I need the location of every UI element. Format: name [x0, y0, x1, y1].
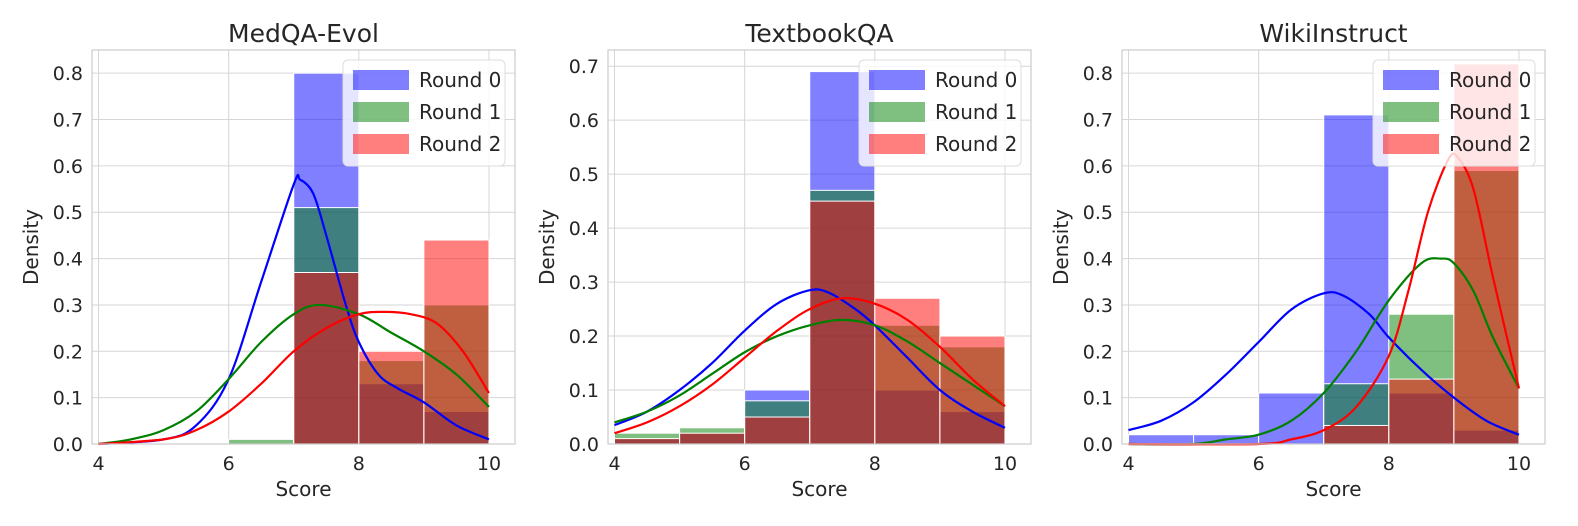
legend-swatch	[869, 70, 925, 90]
chart-panel-1: 4 6 8 10 0.0 0.1 0.2 0.3 0.4 0.5 0.6 0.7 TextbookQA S…	[535, 19, 1032, 501]
legend: Round 0 Round 1 Round 2	[342, 59, 506, 167]
legend-label: Round 1	[419, 100, 501, 124]
x-tick-label: 8	[1383, 453, 1395, 475]
kde-line-round-2	[1128, 152, 1521, 446]
hist-bar-round-2	[744, 416, 811, 445]
legend-label: Round 0	[1449, 68, 1531, 92]
kde-line-round-0	[1128, 291, 1520, 436]
y-tick-label: 0.0	[1083, 434, 1113, 456]
y-tick-label: 0.5	[569, 164, 599, 186]
x-tick-label: 4	[1122, 453, 1134, 475]
x-tick-label: 4	[92, 453, 104, 475]
kde-line-round-0	[98, 173, 490, 446]
x-axis-label: Score	[275, 477, 331, 501]
y-tick-label: 0.7	[569, 56, 599, 78]
y-tick-label: 0.8	[53, 63, 83, 85]
hist-bar-round-2	[1323, 424, 1390, 445]
x-tick-label: 6	[739, 453, 751, 475]
chart-panel-2: 4 6 8 10 0.0 0.1 0.2 0.3 0.4 0.5 0.6 0.7 0.8 WikiInst…	[1049, 19, 1546, 501]
x-tick-label: 8	[869, 453, 881, 475]
kde-line-round-1	[614, 318, 1006, 424]
kde-line-round-0	[614, 288, 1006, 429]
hist-bar-round-0	[1258, 392, 1325, 445]
hist-bar-round-1	[228, 438, 295, 445]
y-tick-label: 0.2	[569, 326, 599, 348]
hist-bar-round-2	[679, 432, 746, 445]
y-tick-label: 0.1	[53, 388, 83, 410]
kde-line-round-1	[1128, 257, 1520, 446]
y-tick-label: 0.2	[53, 341, 83, 363]
hist-bar-round-0	[1128, 434, 1195, 445]
plot-frame	[1121, 49, 1546, 445]
chart-panel-0: 4 6 8 10 0.0 0.1 0.2 0.3 0.4 0.5 0.6 0.7 0.8 MedQA-Ev…	[19, 19, 516, 501]
y-axis-label: Density	[535, 209, 559, 285]
y-tick-label: 0.4	[569, 218, 599, 240]
legend-label: Round 2	[419, 132, 501, 156]
y-tick-label: 0.5	[1083, 202, 1113, 224]
x-axis-label: Score	[1305, 477, 1361, 501]
x-tick-label: 10	[993, 453, 1017, 475]
x-axis-label: Score	[791, 477, 847, 501]
legend-swatch	[869, 102, 925, 122]
x-tick-label: 10	[477, 453, 501, 475]
y-tick-label: 0.0	[569, 434, 599, 456]
legend-label: Round 0	[419, 68, 501, 92]
hist-bar-round-2	[293, 271, 360, 445]
legend-swatch	[869, 134, 925, 154]
y-tick-label: 0.6	[1083, 156, 1113, 178]
legend-swatch	[1383, 70, 1439, 90]
y-tick-label: 0.3	[53, 295, 83, 317]
plot-frame	[91, 49, 516, 445]
legend: Round 0 Round 1 Round 2	[858, 59, 1022, 167]
y-tick-label: 0.2	[1083, 341, 1113, 363]
legend-swatch	[1383, 134, 1439, 154]
y-tick-label: 0.6	[569, 110, 599, 132]
x-tick-label: 10	[1507, 453, 1531, 475]
y-tick-label: 0.7	[53, 110, 83, 132]
legend-swatch	[353, 70, 409, 90]
kde-line-round-2	[98, 310, 490, 446]
legend-label: Round 1	[1449, 100, 1531, 124]
y-tick-label: 0.5	[53, 202, 83, 224]
chart-title: TextbookQA	[744, 19, 893, 48]
y-axis-label: Density	[19, 209, 43, 285]
legend-swatch	[353, 102, 409, 122]
legend-label: Round 1	[935, 100, 1017, 124]
chart-title: MedQA-Evol	[228, 19, 379, 48]
y-tick-label: 0.7	[1083, 110, 1113, 132]
hist-bar-round-2	[939, 335, 1006, 445]
hist-bar-round-2	[358, 350, 425, 445]
y-tick-label: 0.6	[53, 156, 83, 178]
x-tick-label: 8	[353, 453, 365, 475]
x-tick-label: 6	[1253, 453, 1265, 475]
y-tick-label: 0.0	[53, 434, 83, 456]
y-tick-label: 0.8	[1083, 63, 1113, 85]
y-tick-label: 0.3	[569, 272, 599, 294]
plot-frame	[607, 49, 1032, 445]
y-tick-label: 0.4	[1083, 249, 1113, 271]
legend-label: Round 0	[935, 68, 1017, 92]
legend-label: Round 2	[935, 132, 1017, 156]
legend-swatch	[353, 134, 409, 154]
hist-bar-round-2	[614, 438, 681, 445]
legend: Round 0 Round 1 Round 2	[1372, 59, 1536, 167]
y-tick-label: 0.4	[53, 249, 83, 271]
y-tick-label: 0.1	[569, 380, 599, 402]
x-tick-label: 6	[223, 453, 235, 475]
y-tick-label: 0.3	[1083, 295, 1113, 317]
chart-title: WikiInstruct	[1259, 19, 1407, 48]
x-tick-label: 4	[608, 453, 620, 475]
y-tick-label: 0.1	[1083, 388, 1113, 410]
legend-swatch	[1383, 102, 1439, 122]
kde-line-round-2	[614, 297, 1006, 435]
legend-label: Round 2	[1449, 132, 1531, 156]
kde-line-round-1	[98, 303, 490, 446]
y-axis-label: Density	[1049, 209, 1073, 285]
